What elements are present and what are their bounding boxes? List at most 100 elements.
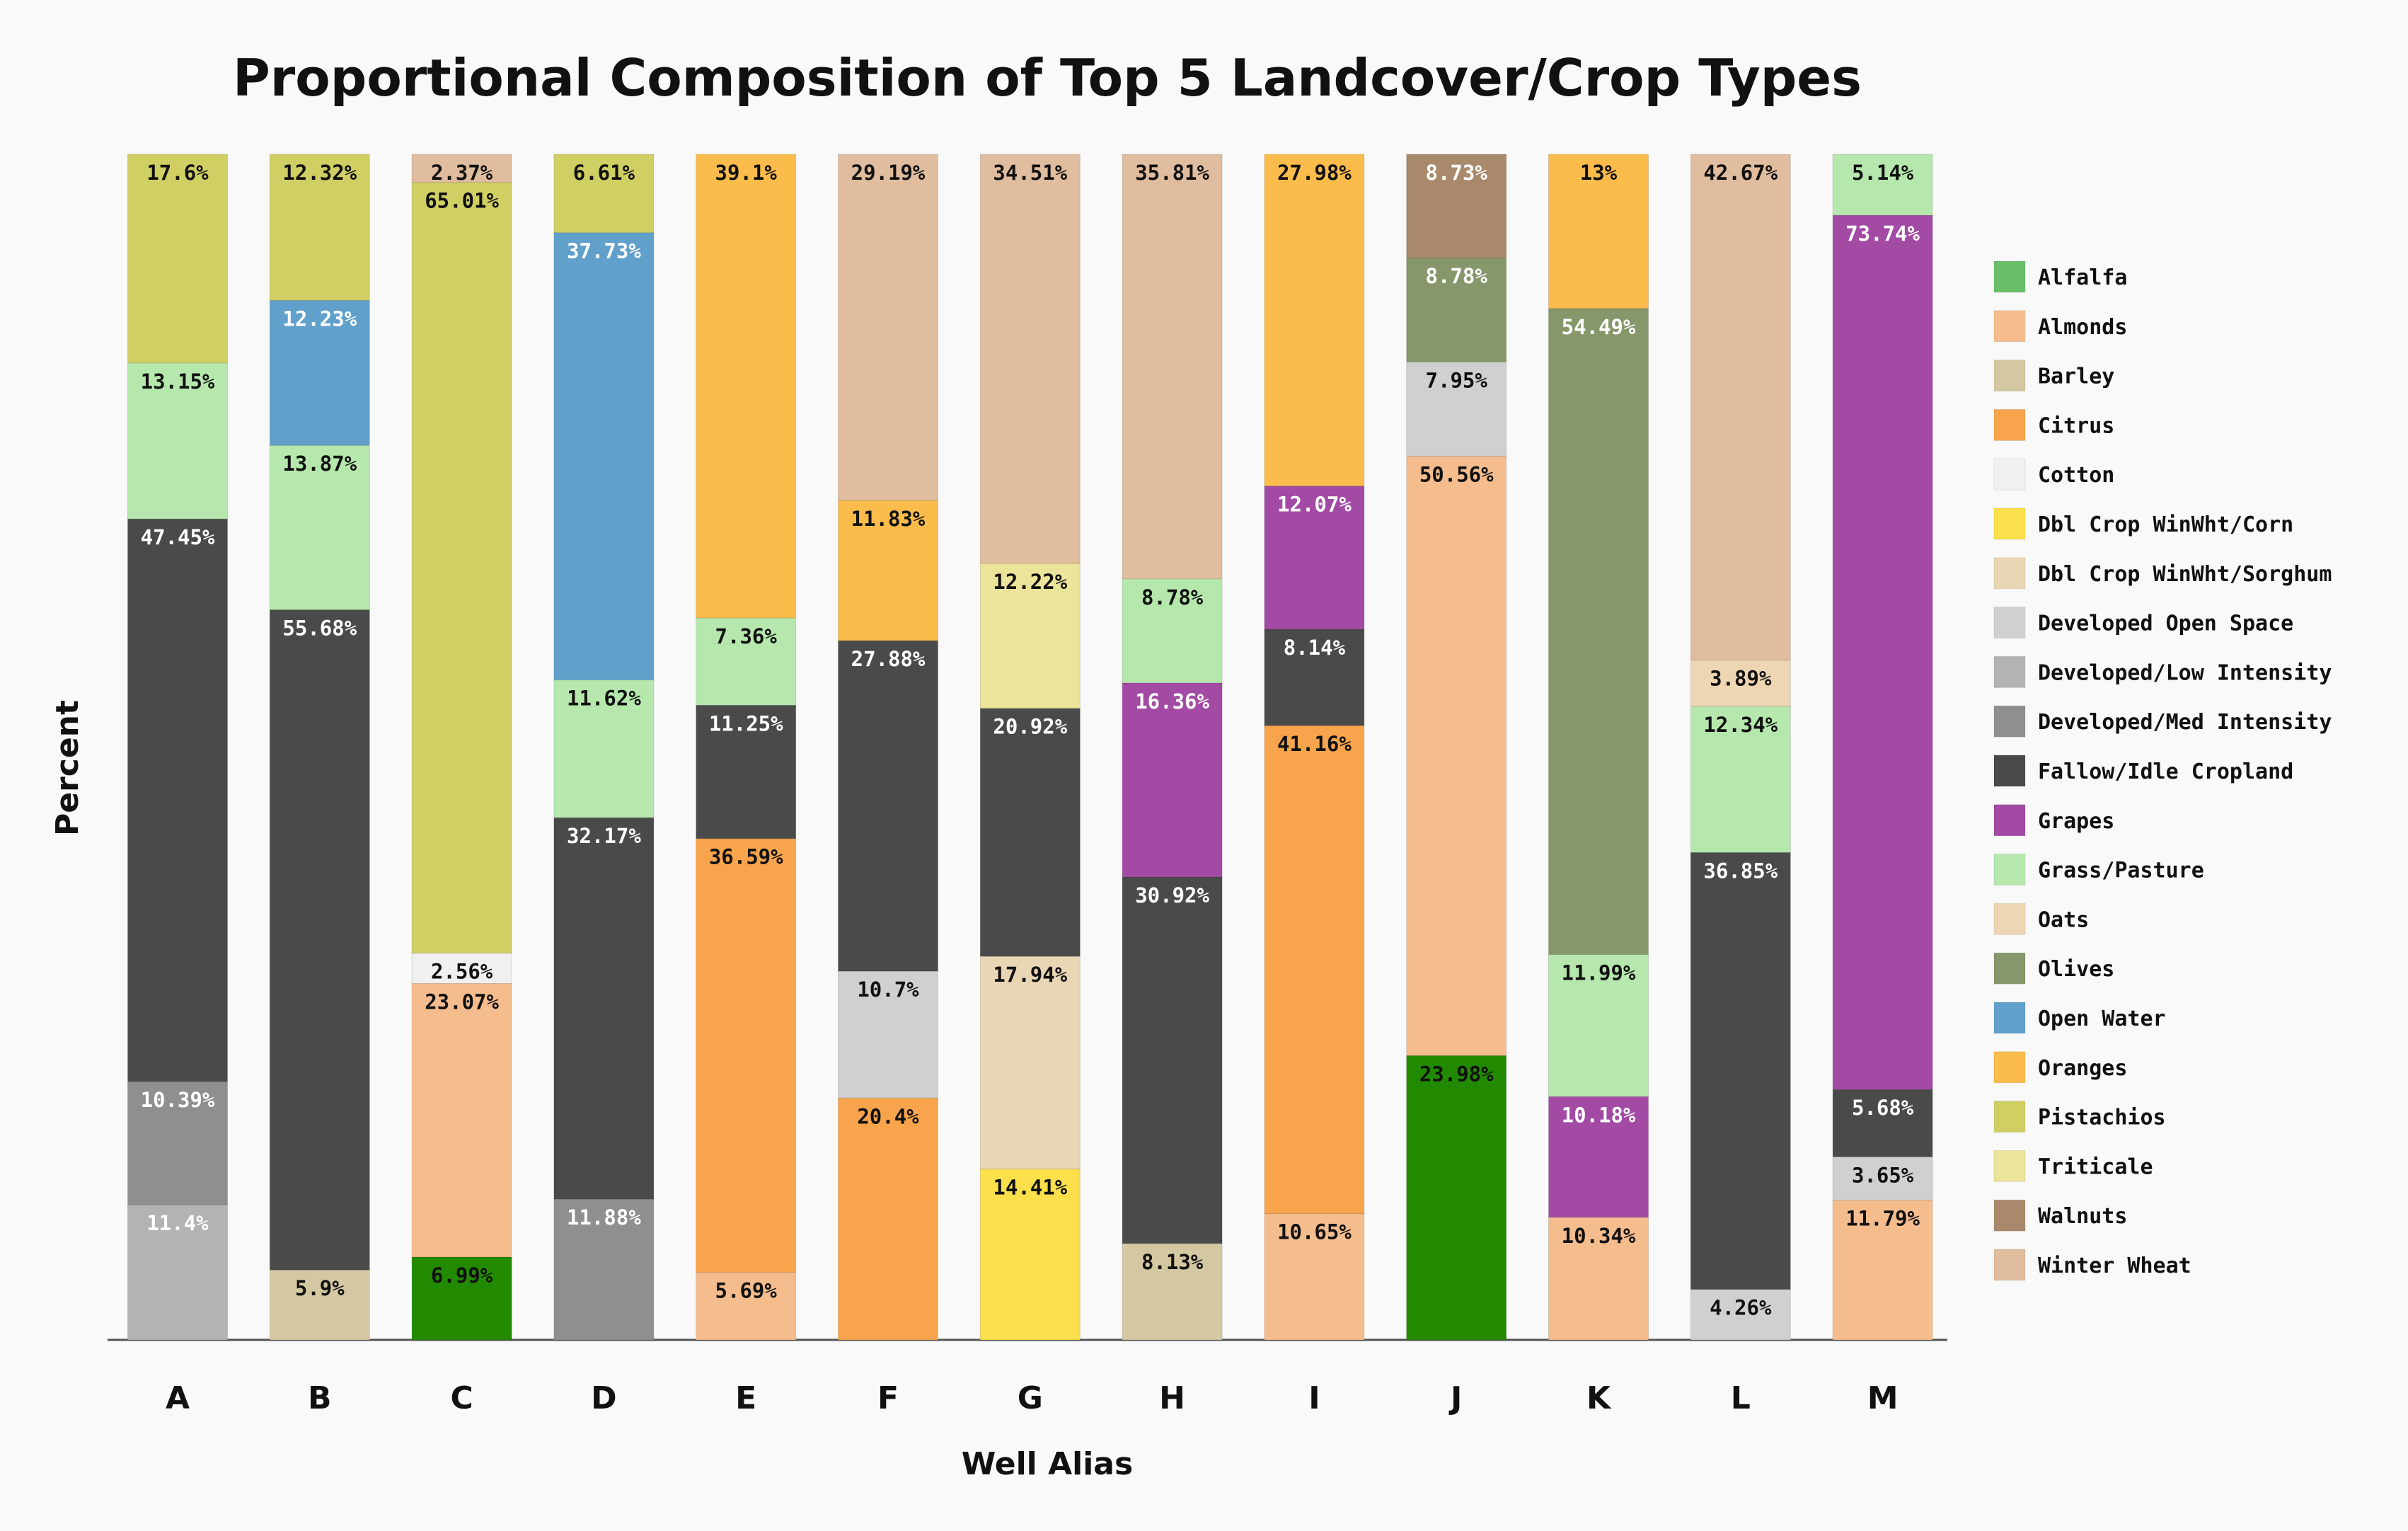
legend-item-oats: Oats xyxy=(1993,902,2089,935)
legend-item-almonds: Almonds xyxy=(1993,310,2127,343)
legend-swatch-barley xyxy=(1993,360,2026,392)
bar-segment-l-winter-wheat xyxy=(1690,154,1791,661)
legend-label-pistachios: Pistachios xyxy=(2038,1106,2166,1130)
bar-m: 11.79% 3.65% 5.68% 73.74% 5.14% xyxy=(1832,154,1933,1341)
data-label-d-pistachios: 6.61% xyxy=(573,161,635,185)
bar-segment-j-almonds xyxy=(1406,455,1507,1056)
data-label-b-open-water: 12.23% xyxy=(282,306,357,331)
bar-segment-f-citrus xyxy=(838,1097,938,1341)
bar-segment-k-olives xyxy=(1548,308,1649,955)
bar-segment-j-alfalfa xyxy=(1406,1055,1507,1341)
bar-segment-b-pistachios xyxy=(269,154,370,301)
legend-swatch-dbl-crop-winwht-sorghum xyxy=(1993,557,2026,590)
data-label-b-grass-pasture: 13.87% xyxy=(282,452,357,476)
data-label-c-pistachios: 65.01% xyxy=(425,189,499,213)
data-label-a-developed-low-intensity: 11.4% xyxy=(146,1211,209,1235)
x-tick-label-c: C xyxy=(450,1380,473,1416)
x-tick-label-b: B xyxy=(308,1380,332,1416)
bar-h: 8.13% 30.92% 16.36% 8.78% 35.81% xyxy=(1122,154,1223,1341)
data-label-c-almonds: 23.07% xyxy=(425,990,499,1014)
data-label-e-grass-pasture: 7.36% xyxy=(715,624,778,648)
data-label-k-grass-pasture: 11.99% xyxy=(1562,961,1636,985)
bar-segment-i-citrus xyxy=(1264,725,1365,1215)
legend-swatch-open-water xyxy=(1993,1002,2026,1034)
data-label-h-grapes: 16.36% xyxy=(1135,689,1209,713)
data-label-m-fallow-idle-cropland: 5.68% xyxy=(1852,1096,1914,1120)
bar-segment-i-grapes xyxy=(1264,486,1365,630)
bar-segment-m-developed-open-space xyxy=(1832,1156,1933,1201)
data-label-d-open-water: 37.73% xyxy=(567,239,641,263)
legend-item-developed-med-intensity: Developed/Med Intensity xyxy=(1993,705,2332,738)
bar-e: 5.69% 36.59% 11.25% 7.36% 39.1% xyxy=(696,154,797,1341)
legend-swatch-fallow-idle-cropland xyxy=(1993,755,2026,787)
legend-item-open-water: Open Water xyxy=(1993,1002,2166,1034)
bar-segment-k-grass-pasture xyxy=(1548,953,1649,1097)
legend-swatch-winter-wheat xyxy=(1993,1249,2026,1281)
bar-segment-e-almonds xyxy=(696,1272,797,1341)
bar-segment-e-fallow-idle-cropland xyxy=(696,704,797,839)
bar-segment-m-fallow-idle-cropland xyxy=(1832,1089,1933,1157)
legend-item-grass-pasture: Grass/Pasture xyxy=(1993,854,2204,886)
bar-segment-j-walnuts xyxy=(1406,154,1507,258)
data-label-j-walnuts: 8.73% xyxy=(1426,161,1488,185)
data-label-d-grass-pasture: 11.62% xyxy=(567,687,641,711)
bar-segment-g-triticale xyxy=(979,563,1081,709)
bar-segment-d-pistachios xyxy=(553,154,655,234)
bar-segment-a-developed-med-intensity xyxy=(127,1081,228,1205)
data-label-f-oranges: 11.83% xyxy=(851,507,926,531)
data-label-d-developed-med-intensity: 11.88% xyxy=(567,1205,641,1229)
bar-segment-b-grass-pasture xyxy=(269,445,370,611)
legend-label-winter-wheat: Winter Wheat xyxy=(2038,1254,2191,1278)
legend-label-dbl-crop-winwht-sorghum: Dbl Crop WinWht/Sorghum xyxy=(2038,562,2332,587)
legend-label-cotton: Cotton xyxy=(2038,463,2114,488)
bar-segment-c-pistachios xyxy=(411,182,512,954)
data-label-h-barley: 8.13% xyxy=(1141,1250,1204,1274)
legend-item-dbl-crop-winwht-corn: Dbl Crop WinWht/Corn xyxy=(1993,508,2293,540)
legend-swatch-cotton xyxy=(1993,458,2026,491)
data-label-c-cotton: 2.56% xyxy=(431,960,493,984)
legend-label-olives: Olives xyxy=(2038,957,2114,982)
bar-segment-c-cotton xyxy=(411,953,512,984)
bar-segment-f-fallow-idle-cropland xyxy=(838,640,938,972)
legend-label-grass-pasture: Grass/Pasture xyxy=(2038,859,2204,883)
bar-segment-k-oranges xyxy=(1548,154,1649,309)
x-tick-label-l: L xyxy=(1731,1380,1751,1416)
bar-g: 14.41% 17.94% 20.92% 12.22% 34.51% xyxy=(979,154,1081,1341)
data-label-f-winter-wheat: 29.19% xyxy=(851,161,926,185)
x-tick-label-i: I xyxy=(1308,1380,1320,1416)
legend-label-barley: Barley xyxy=(2038,365,2114,389)
legend: Alfalfa Almonds Barley Citrus Cotton Dbl Crop… xyxy=(1993,260,2332,1281)
bar-segment-c-almonds xyxy=(411,982,512,1258)
x-axis-title: Well Alias xyxy=(962,1446,1133,1482)
x-tick-label-e: E xyxy=(735,1380,756,1416)
legend-label-triticale: Triticale xyxy=(2038,1154,2153,1179)
x-tick-label-m: M xyxy=(1867,1380,1899,1416)
data-label-l-oats: 3.89% xyxy=(1710,667,1772,691)
data-label-g-dbl-crop-winwht-corn: 14.41% xyxy=(993,1176,1067,1200)
bar-segment-f-developed-open-space xyxy=(838,970,938,1099)
bar-segment-h-winter-wheat xyxy=(1122,154,1223,580)
data-label-a-developed-med-intensity: 10.39% xyxy=(141,1088,215,1112)
bar-segment-d-open-water xyxy=(553,232,655,681)
data-label-h-grass-pasture: 8.78% xyxy=(1141,585,1204,609)
bar-segment-g-dbl-crop-winwht-sorghum xyxy=(979,956,1081,1170)
data-label-i-almonds: 10.65% xyxy=(1277,1220,1352,1244)
bar-segment-g-dbl-crop-winwht-corn xyxy=(979,1169,1081,1341)
legend-item-olives: Olives xyxy=(1993,952,2114,985)
bar-segment-d-fallow-idle-cropland xyxy=(553,817,655,1200)
legend-item-alfalfa: Alfalfa xyxy=(1993,260,2127,293)
bar-k: 10.34% 10.18% 11.99% 54.49% 13% xyxy=(1548,154,1649,1341)
data-label-h-fallow-idle-cropland: 30.92% xyxy=(1135,883,1209,907)
data-label-i-oranges: 27.98% xyxy=(1277,161,1352,185)
bar-segment-e-oranges xyxy=(696,154,797,619)
data-label-e-fallow-idle-cropland: 11.25% xyxy=(709,711,783,735)
legend-item-developed-low-intensity: Developed/Low Intensity xyxy=(1993,655,2332,688)
data-label-k-olives: 54.49% xyxy=(1562,315,1636,339)
legend-label-grapes: Grapes xyxy=(2038,809,2114,834)
legend-item-triticale: Triticale xyxy=(1993,1149,2153,1182)
legend-swatch-citrus xyxy=(1993,408,2026,441)
data-label-a-fallow-idle-cropland: 47.45% xyxy=(141,525,215,549)
bar-c: 6.99% 23.07% 2.56% 65.01% 2.37% xyxy=(411,154,512,1341)
y-axis-title: Percent xyxy=(50,700,86,836)
